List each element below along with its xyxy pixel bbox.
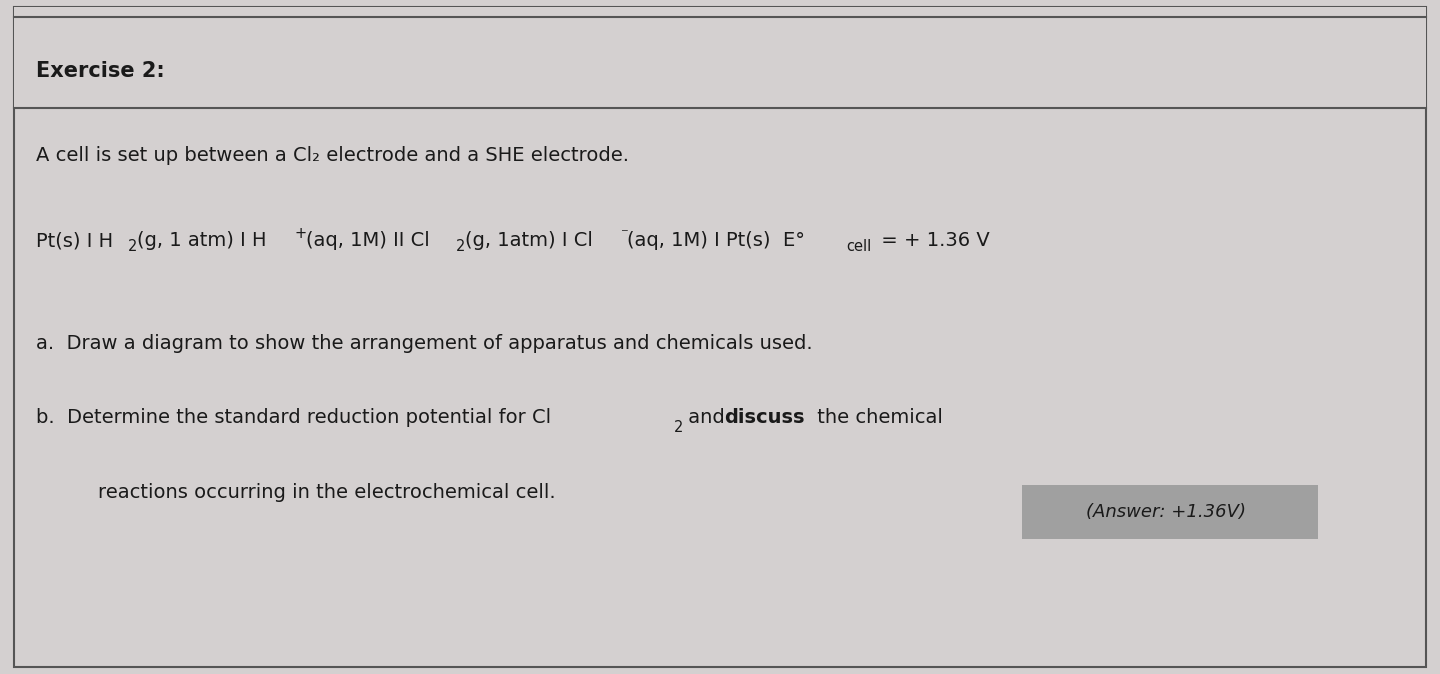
Text: (aq, 1M) II Cl: (aq, 1M) II Cl <box>305 231 429 250</box>
FancyBboxPatch shape <box>14 7 1426 667</box>
Text: 2: 2 <box>674 421 684 435</box>
Text: a.  Draw a diagram to show the arrangement of apparatus and chemicals used.: a. Draw a diagram to show the arrangemen… <box>36 334 812 353</box>
Text: (g, 1atm) I Cl: (g, 1atm) I Cl <box>465 231 592 250</box>
Text: Pt(s) I H: Pt(s) I H <box>36 231 114 250</box>
Text: 2: 2 <box>128 239 137 254</box>
Text: = + 1.36 V: = + 1.36 V <box>874 231 989 250</box>
Text: the chemical: the chemical <box>811 408 943 427</box>
Text: and: and <box>683 408 732 427</box>
FancyBboxPatch shape <box>1022 485 1318 539</box>
Text: A cell is set up between a Cl₂ electrode and a SHE electrode.: A cell is set up between a Cl₂ electrode… <box>36 146 629 164</box>
Text: discuss: discuss <box>724 408 805 427</box>
Text: +: + <box>294 226 307 241</box>
Text: reactions occurring in the electrochemical cell.: reactions occurring in the electrochemic… <box>98 483 556 501</box>
Text: (g, 1 atm) I H: (g, 1 atm) I H <box>137 231 266 250</box>
Text: ⁻: ⁻ <box>621 226 628 241</box>
FancyBboxPatch shape <box>14 7 1426 108</box>
Text: (aq, 1M) I Pt(s)  E°: (aq, 1M) I Pt(s) E° <box>628 231 805 250</box>
Text: Exercise 2:: Exercise 2: <box>36 61 164 81</box>
Text: 2: 2 <box>456 239 465 254</box>
Text: cell: cell <box>845 239 871 254</box>
Text: b.  Determine the standard reduction potential for Cl: b. Determine the standard reduction pote… <box>36 408 552 427</box>
Text: (Answer: +1.36V): (Answer: +1.36V) <box>1086 503 1247 521</box>
